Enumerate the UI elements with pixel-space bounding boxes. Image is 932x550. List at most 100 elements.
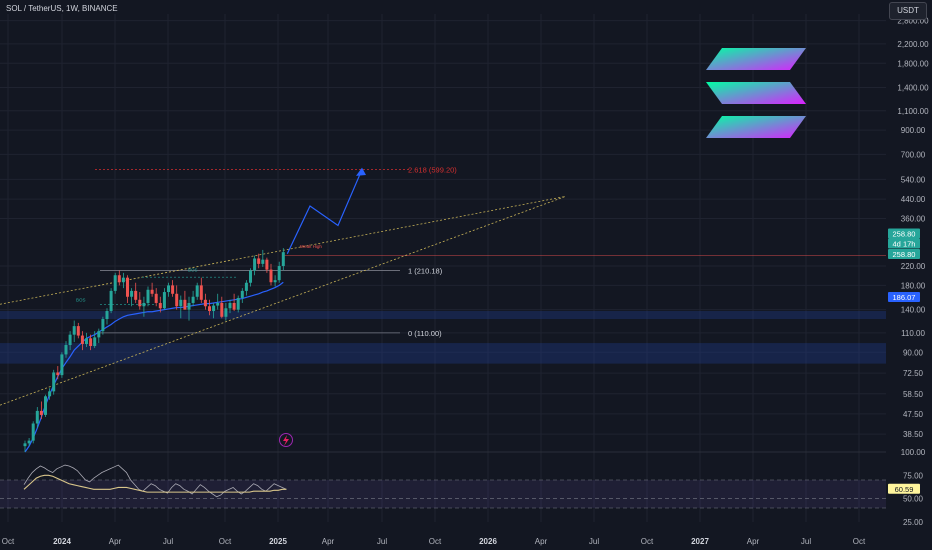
candle-body bbox=[52, 372, 56, 392]
solana-logo bbox=[706, 48, 806, 138]
price-tag-label: 4d 17h bbox=[893, 240, 916, 249]
candle-body bbox=[134, 290, 138, 300]
rsi-band bbox=[0, 480, 886, 508]
time-tick-label: Oct bbox=[853, 537, 866, 546]
candle-body bbox=[261, 259, 265, 264]
candle-body bbox=[31, 423, 35, 441]
candle-body bbox=[216, 302, 220, 306]
price-tick-label: 700.00 bbox=[901, 150, 926, 159]
candle-body bbox=[76, 326, 80, 336]
candle-body bbox=[121, 277, 125, 283]
candle-body bbox=[203, 299, 207, 307]
price-tag bbox=[888, 249, 920, 259]
price-tag-label: 258.80 bbox=[893, 250, 916, 259]
time-tick-label: Jul bbox=[163, 537, 173, 546]
candle-body bbox=[101, 319, 105, 332]
candle-body bbox=[228, 302, 232, 309]
fib-levels: 2.618 (599.20) 1 (210.18) 0 (110.00) bbox=[95, 165, 886, 338]
price-tag bbox=[888, 238, 920, 249]
trendlines bbox=[0, 196, 566, 406]
candle-body bbox=[64, 345, 68, 355]
fib-label: 2.618 (599.20) bbox=[408, 165, 457, 174]
time-axis[interactable]: Oct 2024 Apr Jul Oct 2025 Apr Jul Oct 2026 Apr Jul O… bbox=[2, 537, 866, 546]
rsi-tick-label: 25.00 bbox=[903, 518, 924, 527]
rsi-value-label: 60.59 bbox=[895, 485, 914, 494]
price-tick-label: 140.00 bbox=[901, 306, 926, 315]
price-axis[interactable]: 2,800.00 2,200.00 1,800.00 1,400.00 1,100.00… bbox=[897, 17, 929, 527]
price-tick-label: 180.00 bbox=[901, 281, 926, 290]
candle-body bbox=[44, 396, 47, 415]
projection-arrowhead bbox=[356, 167, 366, 176]
price-tick-label: 38.50 bbox=[903, 430, 924, 439]
candle-body bbox=[39, 410, 43, 415]
candle-body bbox=[97, 331, 101, 338]
candle-body bbox=[269, 269, 273, 283]
candle-body bbox=[244, 282, 248, 291]
candle-body bbox=[191, 296, 195, 303]
fib-label: 0 (110.00) bbox=[408, 329, 442, 338]
time-tick-label: 2025 bbox=[269, 537, 287, 546]
candle-body bbox=[232, 302, 236, 310]
candle-body bbox=[113, 275, 117, 291]
bos-label: BOS bbox=[76, 298, 86, 303]
price-tick-label: 360.00 bbox=[901, 215, 926, 224]
rsi-line bbox=[23, 464, 287, 498]
candle-body bbox=[146, 289, 150, 303]
rsi-signal-line bbox=[23, 474, 287, 493]
candle-body bbox=[236, 297, 240, 310]
candle-body bbox=[208, 306, 211, 312]
rsi-tick-label: 50.00 bbox=[903, 495, 924, 504]
candles[interactable] bbox=[23, 248, 285, 452]
price-tick-label: 110.00 bbox=[901, 329, 925, 338]
candle-body bbox=[162, 292, 166, 309]
time-tick-label: Apr bbox=[747, 537, 760, 546]
rsi-value-tag bbox=[888, 483, 920, 494]
candle-body bbox=[142, 302, 146, 307]
candle-body bbox=[224, 308, 228, 317]
annotations: Weak High BOS BOS bbox=[76, 244, 322, 305]
candle-body bbox=[48, 391, 52, 397]
candle-body bbox=[195, 285, 199, 297]
price-tag bbox=[888, 292, 920, 302]
candle-body bbox=[183, 299, 187, 310]
candle-body bbox=[27, 440, 31, 444]
candle-body bbox=[253, 258, 257, 271]
solana-logo-bar-bottom bbox=[706, 116, 806, 138]
candle-body bbox=[154, 293, 158, 303]
solana-logo-bar-top bbox=[706, 48, 806, 70]
candle-body bbox=[220, 302, 224, 317]
candle-body bbox=[240, 290, 244, 298]
time-tick-label: Jul bbox=[801, 537, 811, 546]
time-tick-label: 2024 bbox=[53, 537, 71, 546]
rsi-tick-label: 100.00 bbox=[901, 448, 926, 457]
candle-body bbox=[257, 258, 261, 264]
candle-body bbox=[179, 299, 183, 307]
price-tick-label: 47.50 bbox=[903, 410, 924, 419]
candle-body bbox=[105, 311, 109, 320]
lightning-icon[interactable] bbox=[279, 433, 293, 447]
time-tick-label: 2026 bbox=[479, 537, 497, 546]
candle-body bbox=[126, 277, 129, 297]
candle-body bbox=[117, 275, 121, 283]
time-tick-label: Apr bbox=[109, 537, 122, 546]
price-tick-label: 1,400.00 bbox=[897, 84, 929, 93]
candle-body bbox=[265, 259, 269, 270]
price-tick-label: 540.00 bbox=[901, 175, 926, 184]
rsi-panel[interactable] bbox=[0, 464, 886, 509]
rsi-tick-label: 75.00 bbox=[903, 471, 924, 480]
currency-button[interactable]: USDT bbox=[889, 2, 927, 20]
candle-body bbox=[23, 443, 27, 447]
projection-path bbox=[286, 167, 366, 254]
time-tick-label: Oct bbox=[2, 537, 15, 546]
candle-body bbox=[199, 285, 203, 300]
candle-body bbox=[130, 290, 134, 297]
time-tick-label: Apr bbox=[322, 537, 335, 546]
time-tick-label: Jul bbox=[589, 537, 599, 546]
time-tick-label: Jul bbox=[377, 537, 387, 546]
candle-body bbox=[68, 334, 72, 346]
candle-body bbox=[35, 410, 39, 424]
fib-label: 1 (210.18) bbox=[408, 266, 443, 275]
candle-body bbox=[277, 266, 281, 281]
candle-body bbox=[80, 335, 84, 345]
